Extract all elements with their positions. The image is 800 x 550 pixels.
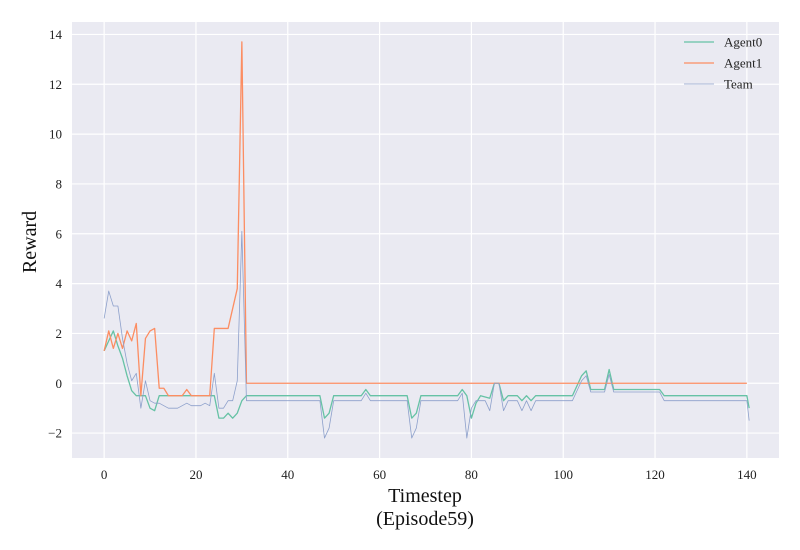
x-axis-subtitle: (Episode59) [376,508,474,530]
plot-background [72,22,779,458]
y-tick-label: 2 [56,326,63,341]
series-line-team [103,230,750,439]
x-tick-label: 0 [101,467,108,482]
y-tick-label: 4 [56,276,63,291]
y-tick-label: 0 [56,376,63,391]
x-tick-label: 60 [373,467,386,482]
y-tick-label: 12 [49,77,62,92]
y-tick-label: 6 [56,226,63,241]
y-tick-label: 14 [49,27,63,42]
x-tick-label: 120 [645,467,665,482]
y-tick-label: 8 [56,176,63,191]
x-tick-label: 40 [281,467,294,482]
legend: Agent0 Agent1 Team [684,35,762,92]
y-tick-label: −2 [48,426,62,441]
x-tick-label: 140 [737,467,757,482]
grid-lines [72,22,779,458]
legend-label-agent1: Agent1 [724,56,762,71]
y-axis-title: Reward [19,211,41,273]
x-tick-label: 100 [553,467,573,482]
series-lines [103,41,750,439]
x-axis-title: Timestep [388,485,462,507]
series-line-agent0 [103,330,750,419]
y-tick-label: 10 [49,127,62,142]
x-tick-label: 80 [465,467,478,482]
legend-label-team: Team [724,77,753,92]
legend-label-agent0: Agent0 [724,35,762,50]
x-tick-label: 20 [189,467,202,482]
tick-labels: 0 20 40 60 80 100 120 140 −2 0 2 4 6 8 10 12 14 [48,27,756,482]
series-line-agent1 [103,41,747,397]
